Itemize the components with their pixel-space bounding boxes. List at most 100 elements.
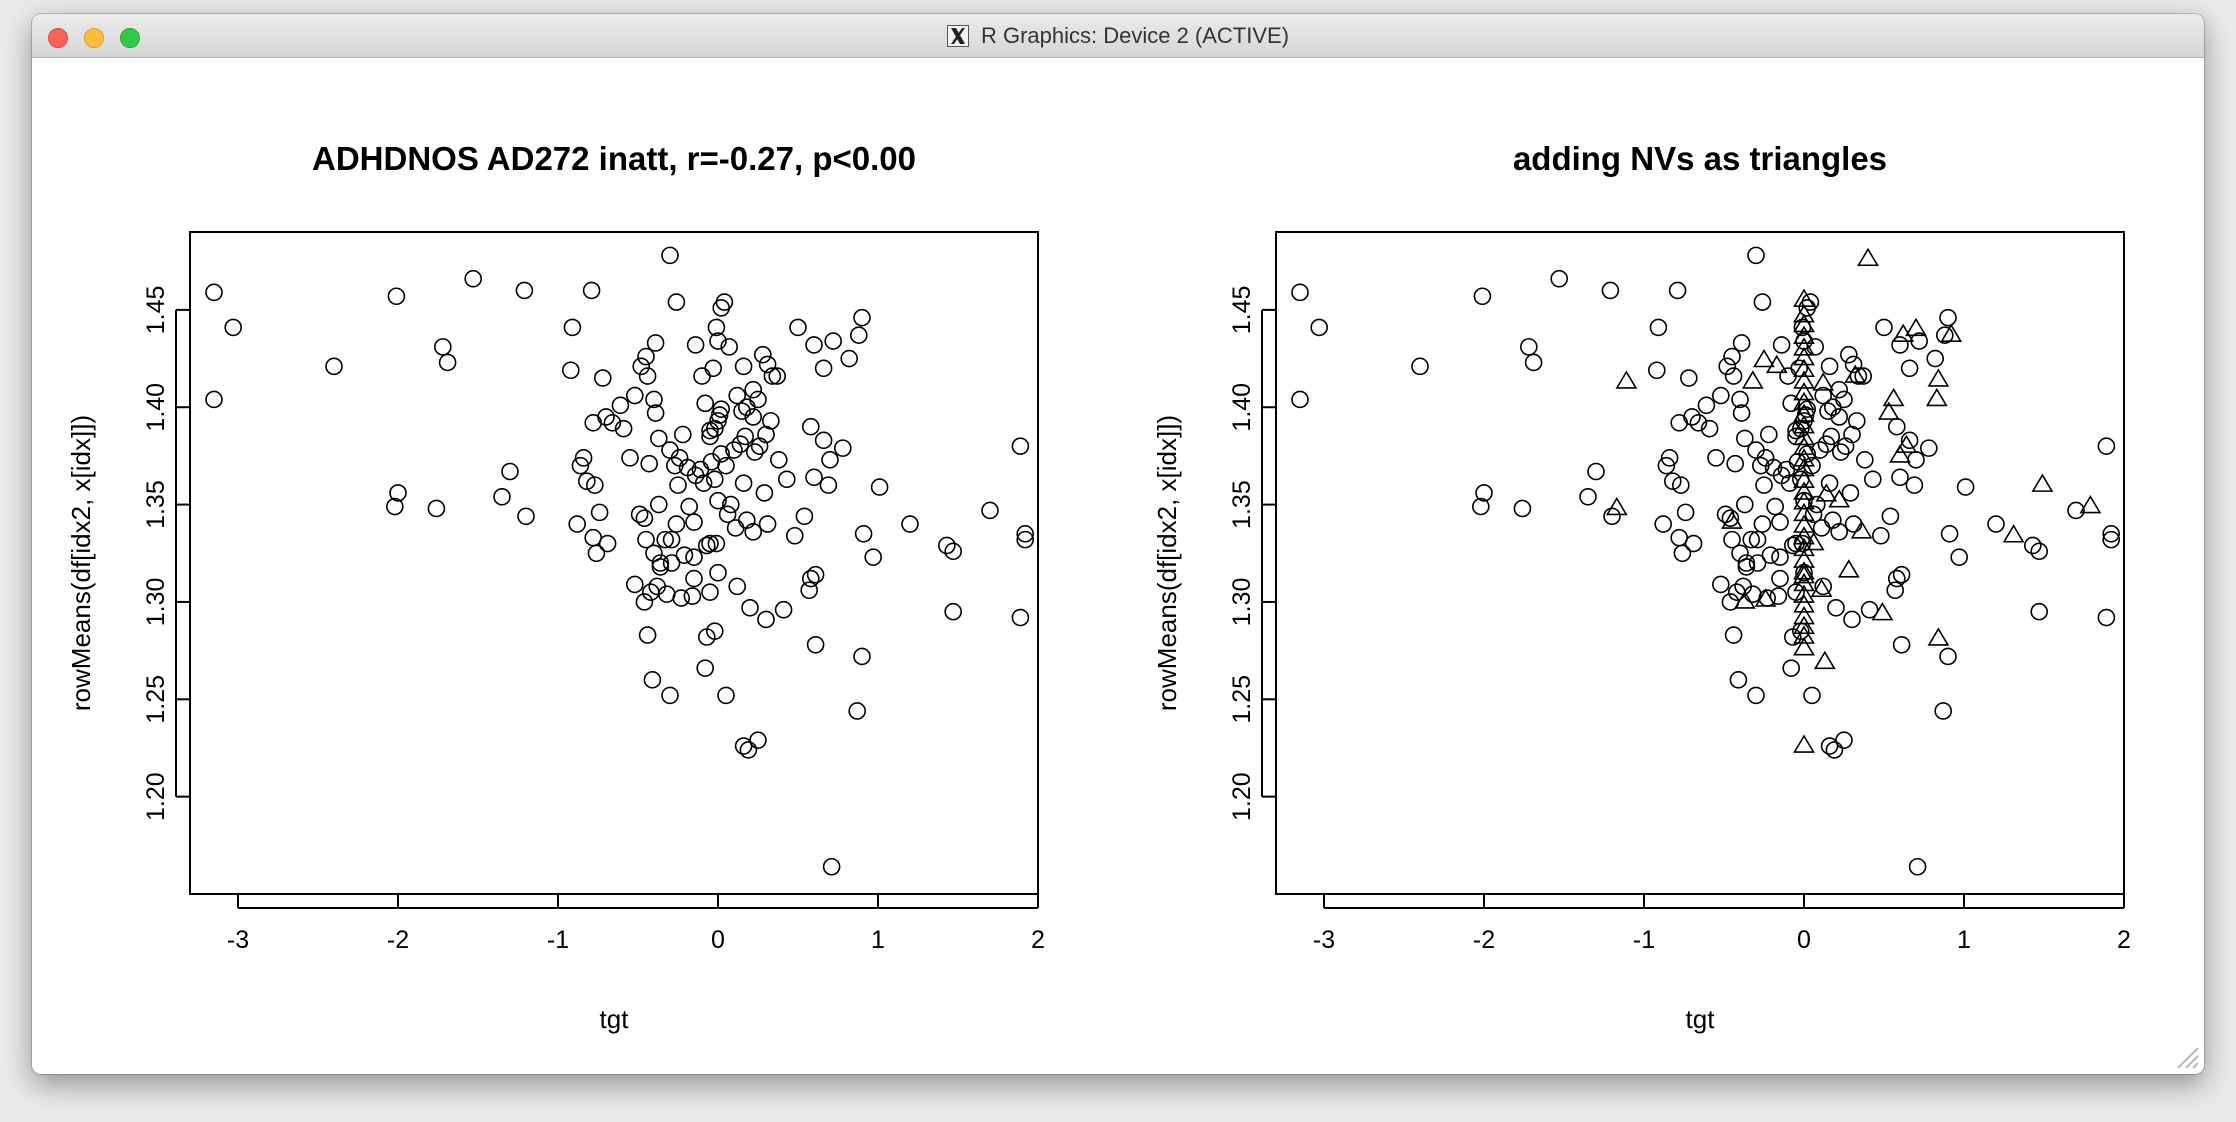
data-point-circle — [667, 293, 686, 311]
data-point-circle — [646, 334, 665, 352]
data-point-circle — [582, 281, 601, 300]
data-point-triangle — [1793, 561, 1815, 580]
data-point-circle — [753, 345, 772, 364]
y-tick-label: 1.25 — [1228, 675, 1256, 724]
data-point-circle — [707, 318, 726, 337]
data-point-circle — [769, 451, 788, 469]
data-point-circle — [981, 501, 999, 520]
data-point-circle — [1736, 429, 1754, 448]
data-point-circle — [2097, 608, 2116, 627]
data-point-triangle — [1721, 510, 1743, 529]
data-point-circle — [1804, 505, 1823, 524]
data-point-circle — [1956, 478, 1975, 496]
data-point-circle — [637, 530, 655, 549]
data-point-circle — [1721, 509, 1740, 528]
data-point-triangle — [1793, 403, 1815, 422]
data-point-circle — [1473, 287, 1492, 306]
data-point-circle — [651, 554, 670, 572]
data-point-triangle — [1810, 578, 1833, 598]
minimize-window-icon[interactable] — [84, 28, 104, 48]
data-point-triangle — [1882, 387, 1905, 407]
close-window-icon[interactable] — [48, 28, 68, 48]
data-point-circle — [1782, 394, 1800, 413]
data-point-circle — [1841, 484, 1860, 502]
data-point-triangle — [1793, 594, 1815, 613]
data-point-triangle — [1793, 615, 1815, 635]
data-point-circle — [1707, 449, 1725, 467]
zoom-window-icon[interactable] — [120, 28, 140, 48]
data-point-circle — [1779, 367, 1797, 385]
data-point-circle — [1820, 357, 1839, 376]
data-point-circle — [737, 511, 756, 529]
data-point-circle — [433, 338, 452, 356]
data-point-circle — [1673, 544, 1692, 563]
data-point-circle — [1926, 349, 1944, 368]
data-point-circle — [768, 367, 787, 385]
y-axis-label: rowMeans(df[idx2, x[idx]]) — [1152, 415, 1182, 711]
data-point-triangle — [1753, 348, 1775, 368]
data-point-triangle — [1905, 317, 1927, 337]
data-point-circle — [1769, 587, 1788, 605]
data-point-circle — [205, 390, 223, 409]
data-point-triangle — [1793, 526, 1815, 545]
data-point-circle — [2067, 501, 2085, 520]
data-point-circle — [785, 526, 804, 545]
data-point-circle — [694, 474, 713, 492]
data-point-circle — [744, 380, 763, 399]
data-point-circle — [734, 357, 753, 376]
data-point-circle — [864, 548, 883, 566]
data-point-circle — [675, 546, 694, 565]
data-point-triangle — [1793, 304, 1815, 323]
data-point-circle — [814, 359, 833, 378]
data-point-triangle — [1815, 483, 1838, 502]
data-point-circle — [427, 499, 446, 518]
data-point-triangle — [1802, 531, 1825, 551]
data-point-circle — [712, 400, 731, 418]
data-point-triangle — [1793, 549, 1815, 568]
data-point-circle — [1766, 497, 1784, 516]
data-point-circle — [1905, 476, 1924, 494]
data-point-circle — [1753, 293, 1772, 311]
data-point-circle — [1860, 600, 1879, 619]
plot-canvas: ADHDNOS AD272 inatt, r=-0.27, p<0.00 -3 -2… — [66, 140, 2131, 1034]
data-point-circle — [1843, 610, 1861, 629]
data-point-circle — [1908, 857, 1927, 876]
data-point-circle — [389, 484, 407, 502]
data-point-circle — [1712, 386, 1730, 405]
data-point-circle — [744, 523, 763, 541]
data-point-triangle — [1741, 370, 1764, 389]
data-point-circle — [643, 671, 662, 689]
data-point-circle — [821, 451, 839, 469]
data-point-circle — [1820, 737, 1839, 755]
data-point-triangle — [1793, 448, 1815, 467]
data-point-triangle — [1892, 323, 1915, 342]
data-point-triangle — [1812, 372, 1835, 391]
data-point-circle — [1760, 425, 1778, 444]
data-point-circle — [464, 269, 483, 288]
data-point-circle — [755, 484, 774, 502]
data-point-triangle — [1615, 370, 1638, 389]
data-point-circle — [662, 530, 681, 549]
data-point-circle — [701, 583, 719, 602]
title-bar[interactable]: R Graphics: Device 2 (ACTIVE) — [32, 14, 2204, 58]
y-tick-label: 1.30 — [142, 578, 170, 627]
data-point-circle — [1731, 390, 1749, 409]
data-point-triangle — [2002, 524, 2025, 543]
y-tick-label: 1.45 — [1228, 286, 1256, 335]
data-point-circle — [1814, 386, 1832, 405]
data-point-circle — [385, 497, 404, 516]
data-point-circle — [1761, 546, 1780, 565]
data-point-circle — [758, 515, 777, 533]
data-point-circle — [1680, 369, 1698, 387]
data-point-circle — [649, 495, 668, 514]
chart-2-plot-frame — [1275, 231, 2125, 895]
chart-1-plot-frame — [189, 231, 1039, 895]
resize-grip-icon[interactable] — [2174, 1044, 2200, 1070]
data-point-circle — [726, 519, 745, 537]
data-point-circle — [673, 425, 692, 444]
data-point-triangle — [1793, 358, 1815, 378]
x-tick-label: -3 — [227, 926, 249, 954]
data-point-circle — [1513, 499, 1532, 518]
data-point-circle — [685, 569, 703, 588]
data-point-triangle — [1793, 605, 1815, 625]
